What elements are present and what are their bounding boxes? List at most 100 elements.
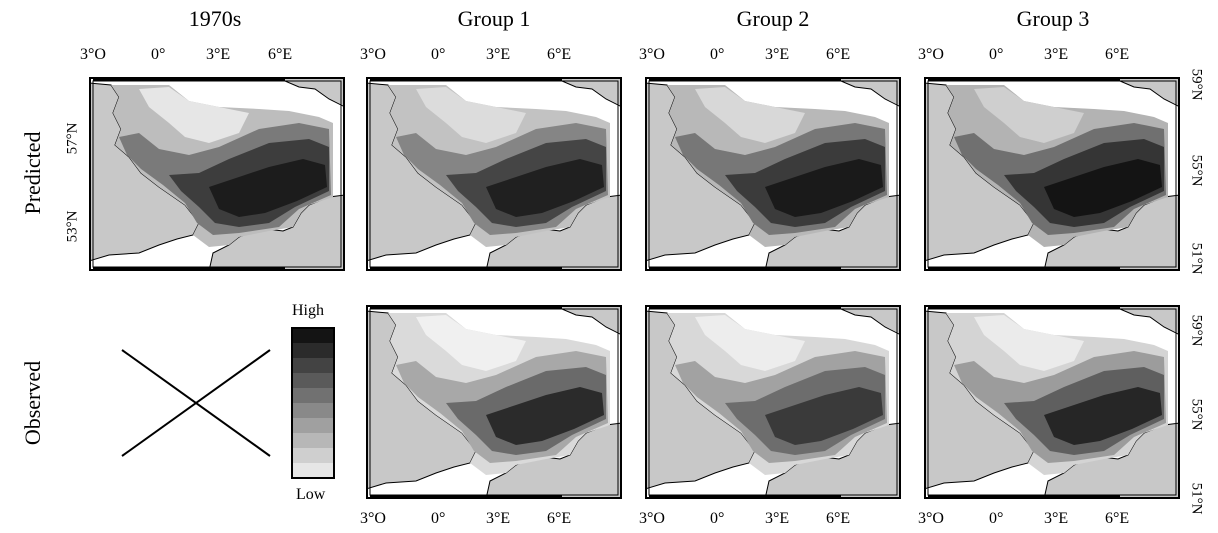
- row-label-predicted: Predicted: [20, 131, 45, 215]
- lon-tick: 3°E: [1044, 510, 1069, 527]
- lon-tick: 0°: [151, 46, 166, 63]
- scale-bar-top: [649, 305, 841, 309]
- land-continent: [1043, 422, 1180, 499]
- map-group-3-observed: [924, 305, 1180, 499]
- lon-tick: 3°E: [765, 46, 790, 63]
- field-level-light: [974, 315, 1084, 371]
- lon-tick: 6°E: [1105, 510, 1130, 527]
- legend-band: [292, 433, 334, 448]
- field-level-4: [1044, 159, 1162, 217]
- lon-tick: 6°E: [547, 510, 572, 527]
- lon-tick: 6°E: [826, 510, 851, 527]
- column-title-group-3: Group 3: [1016, 6, 1090, 31]
- lon-tick: 3°O: [80, 46, 106, 63]
- field-level-light: [139, 87, 249, 143]
- land-norway: [1103, 77, 1180, 108]
- lon-tick: 3°O: [918, 510, 944, 527]
- column-title-group-2: Group 2: [736, 6, 810, 31]
- legend-high-label: High: [292, 302, 324, 319]
- land-norway: [545, 305, 622, 336]
- lat-tick-right: 59°N: [1188, 68, 1205, 101]
- lon-tick: 0°: [431, 510, 446, 527]
- lon-tick: 0°: [710, 46, 725, 63]
- lon-tick: 3°E: [486, 510, 511, 527]
- row-label-observed: Observed: [20, 360, 45, 446]
- land-norway: [268, 77, 345, 108]
- lon-tick: 6°E: [547, 46, 572, 63]
- no-data-cross-icon: [121, 349, 271, 457]
- legend-band: [292, 448, 334, 463]
- legend-band: [292, 403, 334, 418]
- legend-band: [292, 388, 334, 403]
- field-level-4: [486, 387, 604, 445]
- lon-tick: 0°: [989, 510, 1004, 527]
- lon-tick: 3°O: [639, 510, 665, 527]
- column-title-group-1: Group 1: [457, 6, 531, 31]
- lon-tick: 3°E: [765, 510, 790, 527]
- field-level-light: [416, 87, 526, 143]
- lon-tick: 3°E: [206, 46, 231, 63]
- field-level-4: [765, 387, 883, 445]
- map-group-1-observed: [366, 305, 622, 499]
- field-level-light: [416, 315, 526, 371]
- land-norway: [824, 77, 901, 108]
- lon-tick: 3°O: [360, 46, 386, 63]
- scale-bar-top: [928, 305, 1120, 309]
- land-continent: [1043, 194, 1180, 271]
- lon-tick: 6°E: [826, 46, 851, 63]
- map-group-1-predicted: [366, 77, 622, 271]
- legend-color-scale: [291, 327, 335, 479]
- map-1970s-predicted: [89, 77, 345, 271]
- land-norway: [824, 305, 901, 336]
- lon-tick: 3°O: [639, 46, 665, 63]
- legend-band: [292, 328, 334, 343]
- scale-bar-top: [928, 77, 1120, 81]
- map-group-2-observed: [645, 305, 901, 499]
- scale-bar-bottom: [928, 267, 1120, 271]
- lon-tick: 0°: [989, 46, 1004, 63]
- land-norway: [545, 77, 622, 108]
- land-continent: [764, 194, 901, 271]
- scale-bar-top: [649, 77, 841, 81]
- map-group-3-predicted: [924, 77, 1180, 271]
- lat-tick-left: 53°N: [64, 210, 81, 243]
- legend-band: [292, 418, 334, 433]
- scale-bar-bottom: [370, 495, 562, 499]
- lon-tick: 0°: [431, 46, 446, 63]
- land-continent: [485, 422, 622, 499]
- lon-tick: 3°E: [1044, 46, 1069, 63]
- scale-bar-top: [370, 305, 562, 309]
- lon-tick: 6°E: [1105, 46, 1130, 63]
- legend-band: [292, 463, 334, 478]
- lat-tick-right: 55°N: [1188, 154, 1205, 187]
- land-norway: [1103, 305, 1180, 336]
- lon-tick: 3°E: [486, 46, 511, 63]
- scale-bar-bottom: [649, 495, 841, 499]
- field-level-light: [695, 87, 805, 143]
- column-title-1970s: 1970s: [188, 6, 242, 31]
- field-level-4: [1044, 387, 1162, 445]
- land-continent: [208, 194, 345, 271]
- scale-bar-bottom: [93, 267, 285, 271]
- lon-tick: 3°O: [918, 46, 944, 63]
- legend-band: [292, 343, 334, 358]
- land-continent: [764, 422, 901, 499]
- lat-tick-right: 51°N: [1188, 482, 1205, 515]
- lon-tick: 3°O: [360, 510, 386, 527]
- field-level-4: [765, 159, 883, 217]
- lon-tick: 0°: [710, 510, 725, 527]
- legend-band: [292, 373, 334, 388]
- field-level-4: [486, 159, 604, 217]
- lat-tick-right: 59°N: [1188, 314, 1205, 347]
- lat-tick-right: 51°N: [1188, 242, 1205, 275]
- field-level-light: [974, 87, 1084, 143]
- scale-bar-top: [370, 77, 562, 81]
- legend-low-label: Low: [296, 486, 326, 503]
- field-level-light: [695, 315, 805, 371]
- land-continent: [485, 194, 622, 271]
- lat-tick-left: 57°N: [64, 122, 81, 155]
- lat-tick-right: 55°N: [1188, 398, 1205, 431]
- lon-tick: 6°E: [268, 46, 293, 63]
- scale-bar-top: [93, 77, 285, 81]
- map-group-2-predicted: [645, 77, 901, 271]
